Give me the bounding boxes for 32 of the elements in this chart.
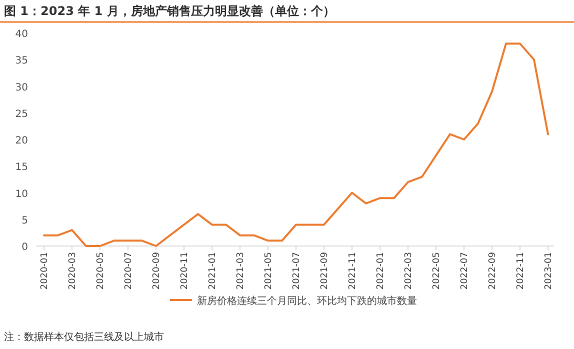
y-tick-label: 15: [15, 162, 28, 174]
chart-title: 图 1：2023 年 1 月，房地产销售压力明显改善（单位：个）: [4, 4, 335, 18]
y-tick-label: 20: [15, 136, 28, 146]
x-tick-label: 2022-01: [376, 252, 386, 290]
x-tick-label: 2022-09: [488, 252, 498, 290]
x-tick-label: 2023-01: [544, 252, 554, 290]
text: 注：数据样本仅包括三线及以上城市: [4, 331, 164, 343]
x-tick-label: 2021-11: [348, 252, 358, 290]
line-series: [43, 42, 549, 247]
x-tick-label: 2022-03: [404, 252, 414, 290]
x-tick-label: 2020-05: [96, 252, 106, 290]
y-tick-label: 0: [22, 242, 28, 253]
y-tick-label: 5: [22, 215, 28, 226]
x-tick-label: 2022-11: [516, 252, 526, 290]
x-tick-label: 2022-07: [460, 252, 470, 290]
x-tick-label: 2021-01: [208, 252, 218, 290]
x-tick-label: 2021-09: [320, 252, 330, 290]
y-tick-label: 10: [15, 188, 28, 200]
x-tick-label: 2020-07: [124, 252, 134, 290]
x-tick-label: 2022-05: [432, 252, 442, 290]
x-tick-label: 2020-01: [40, 252, 50, 290]
y-tick-label: 35: [15, 56, 28, 67]
x-tick-label: 2021-07: [292, 252, 302, 290]
y-tick-label: 40: [15, 29, 28, 40]
x-tick-label: 2021-03: [236, 252, 246, 290]
x-tick-label: 2020-09: [152, 252, 162, 290]
x-tick-label: 2021-05: [264, 252, 274, 290]
legend-label: 新房价格连续三个月同比、环比均下跌的城市数量: [197, 295, 417, 307]
x-tick-label: 2020-03: [68, 252, 78, 290]
y-tick-label: 25: [15, 108, 28, 120]
x-tick-label: 2020-11: [180, 252, 190, 290]
y-tick-label: 30: [15, 82, 28, 94]
